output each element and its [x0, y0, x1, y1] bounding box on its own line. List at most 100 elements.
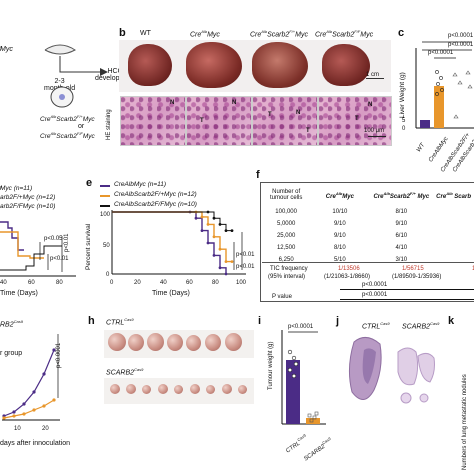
c-point: [439, 76, 443, 80]
panel-letter-j: j: [336, 315, 340, 327]
e-survival-point: [224, 229, 228, 232]
table-cell: 8/10: [334, 245, 346, 251]
g-title: RB2Cas9: [0, 319, 23, 329]
tic-pvalue: p<0.0001: [362, 282, 388, 288]
e-survival-point: [206, 241, 210, 245]
e-survival-point: [212, 216, 216, 220]
e-xtick: 60: [186, 280, 193, 286]
c-pvalue: p<0.0001: [428, 50, 454, 56]
g-growth-point: [2, 416, 6, 420]
scale-bar-1cm: [366, 78, 384, 79]
tumor-image: [190, 384, 200, 394]
he-image-wt: [120, 96, 186, 146]
he-annotation: N: [170, 100, 175, 106]
tumor-image: [186, 335, 201, 351]
e-survival-point: [218, 223, 222, 226]
i-point: [309, 418, 314, 423]
g-growth-point: [12, 410, 16, 414]
i-ylabel: Tumour weight (g): [268, 341, 274, 390]
e-survival-point: [206, 223, 210, 226]
panel-letter-h: h: [88, 315, 95, 327]
panel-letter-k: k: [448, 315, 455, 327]
c-bar-wt: [420, 120, 430, 128]
panel-i-chart: [281, 330, 326, 425]
panel-a-arrow-head: [100, 68, 108, 76]
i-point: [291, 355, 297, 361]
tic-col-header: CreAlb Scarb: [436, 190, 471, 200]
panel-letter-c: c: [398, 27, 405, 39]
he-image-myc: [186, 96, 252, 146]
d-pvalue: p<0.01: [64, 233, 70, 252]
tic-pvalue-label: P value: [272, 294, 292, 300]
tumor-image: [110, 384, 120, 394]
liver-image-f-plus: [252, 42, 308, 88]
panel-a-or: or: [78, 123, 85, 130]
c-point: [467, 84, 473, 89]
table-cell: 25,000: [276, 233, 296, 239]
d-legend-1: ͣMyc (n=11): [0, 185, 33, 192]
e-ytick: 0: [106, 272, 110, 278]
tumor-image: [225, 333, 242, 351]
he-annotation: N: [368, 102, 373, 108]
table-cell: 12,500: [276, 245, 296, 251]
panel-b-header-f-f: CreAlbScarb2F/FMyc: [315, 29, 374, 39]
d-line-myc: [0, 221, 24, 251]
tumor-image: [108, 333, 126, 351]
d-xtick: 60: [28, 280, 35, 286]
e-legend-swatch-ff: [100, 205, 110, 207]
table-cell: 8/10: [395, 209, 408, 215]
panel-a-mouse-top: [44, 44, 76, 55]
g-growth-point: [22, 402, 26, 406]
tumor-image: [142, 385, 151, 394]
panel-a-hcc-label: HCC development: [95, 68, 136, 82]
k-ylabel: Numbers of lung metastatic nodules: [462, 374, 468, 470]
e-survival-point: [218, 266, 222, 270]
g-growth-point: [12, 414, 16, 418]
lung-image-scarb: [397, 347, 419, 386]
tumor-image: [167, 334, 183, 351]
i-point: [291, 373, 297, 379]
table-cell: 3/10: [395, 257, 408, 263]
g-growth-line: [3, 399, 55, 419]
g-growth-line: [3, 349, 55, 417]
lung-image-scarb: [419, 393, 429, 403]
table-cell: 5/10: [334, 257, 346, 263]
e-legend-3: CreAlbScarb2F/FMyc (n=10): [114, 201, 197, 208]
tumor-image: [158, 384, 168, 394]
e-ylabel: Percent survival: [85, 223, 92, 270]
tic-sig-line: [340, 289, 474, 290]
h-ctrl-label: CTRLCas9: [106, 317, 134, 327]
he-annotation: N: [296, 110, 301, 116]
table-cell: 5,0000: [276, 221, 296, 227]
table-row: 12,500 8/10 4/10: [262, 242, 474, 254]
panel-a-schematic: [44, 44, 108, 108]
i-bar-ctrl: [286, 360, 300, 424]
tic-col-header: Number of tumour cells: [269, 189, 303, 201]
e-xtick: 0: [110, 280, 114, 286]
tumor-image: [205, 334, 221, 351]
tic-frequency-myc: 1/13506: [338, 266, 360, 272]
e-survival-point: [212, 254, 216, 257]
tumor-image: [128, 334, 144, 351]
c-pvalue: p<0.0001: [448, 42, 474, 48]
i-pvalue: p<0.0001: [288, 324, 314, 330]
i-point: [287, 349, 293, 355]
d-legend-2: arb2F/+Myc (n=12): [0, 194, 56, 201]
e-legend-swatch-fplus: [100, 195, 110, 197]
scale-label-1cm: 1 cm: [366, 72, 380, 78]
tic-interval-fplus: (1/89509-1/35936): [392, 274, 442, 280]
c-point: [435, 92, 439, 96]
c-point: [435, 70, 439, 74]
j-scarb-label: SCARB2Cas9: [402, 321, 440, 331]
e-xlabel: Time (Days): [152, 290, 190, 297]
table-cell: 9/10: [334, 221, 346, 227]
e-xtick: 40: [160, 280, 167, 286]
e-survival-point: [200, 229, 204, 232]
tic-divider: [262, 262, 474, 263]
e-xtick: 80: [212, 280, 219, 286]
panel-letter-e: e: [86, 177, 93, 189]
j-ctrl-label: CTRLCas9: [362, 321, 390, 331]
panel-b-he-label: HE staining: [106, 109, 112, 140]
tic-interval-label: (95% interval): [268, 274, 306, 280]
e-legend-2: CreAlbScarb2F/+Myc (n=12): [114, 191, 197, 198]
